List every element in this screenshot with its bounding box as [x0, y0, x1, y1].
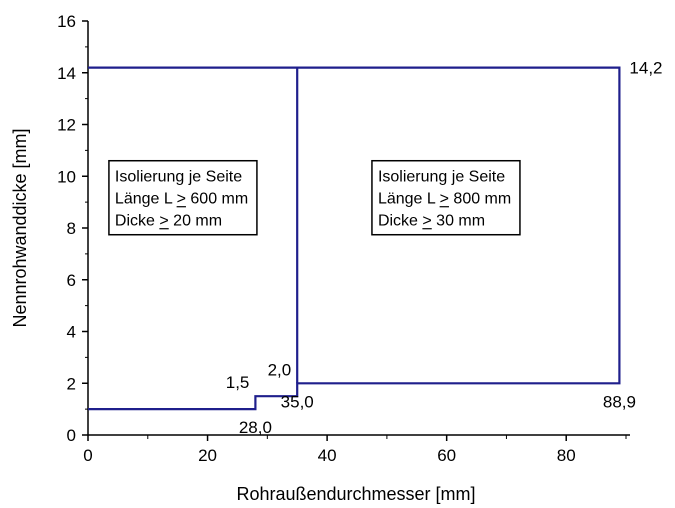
- text-box-line: Dicke > 30 mm: [378, 213, 485, 230]
- data-label: 28,0: [239, 418, 272, 437]
- text-box-1: Isolierung je Seite Länge L > 600 mm Dicke…: [108, 159, 258, 236]
- axes: 0 2 4 6 8 10 12 14 16 0 20 40 60 80: [57, 12, 630, 465]
- x-tick-label: 80: [557, 446, 576, 465]
- text-box-line: Dicke > 20 mm: [115, 213, 222, 230]
- y-tick-label: 0: [67, 426, 76, 445]
- x-axis-title: Rohraußendurchmesser [mm]: [236, 484, 475, 504]
- data-label: 14,2: [629, 59, 662, 78]
- y-tick-label: 4: [67, 323, 76, 342]
- text-box-line: Länge L > 800 mm: [378, 191, 511, 208]
- text-box-2: Isolierung je Seite Länge L > 800 mm Dicke…: [371, 159, 521, 236]
- text-box-border: [371, 159, 521, 236]
- data-label: 88,9: [603, 392, 636, 411]
- y-tick-label: 16: [57, 12, 76, 31]
- y-tick-label: 12: [57, 116, 76, 135]
- y-axis-title: Nennrohwanddicke [mm]: [10, 128, 30, 327]
- text-box-line: Isolierung je Seite: [115, 169, 242, 186]
- text-box-line: Isolierung je Seite: [378, 169, 505, 186]
- data-label: 2,0: [268, 360, 292, 379]
- x-tick-label: 40: [318, 446, 337, 465]
- y-tick-label: 10: [57, 167, 76, 186]
- x-tick-label: 20: [198, 446, 217, 465]
- y-tick-label: 8: [67, 219, 76, 238]
- y-tick-label: 6: [67, 271, 76, 290]
- annotations: 1,5 2,0 28,0 35,0 88,9 14,2: [226, 59, 663, 438]
- text-box-line: Länge L > 600 mm: [115, 191, 248, 208]
- text-boxes: Isolierung je Seite Länge L > 600 mm Dicke…: [108, 159, 521, 236]
- y-tick-label: 2: [67, 374, 76, 393]
- data-label: 1,5: [226, 373, 250, 392]
- data-label: 35,0: [281, 392, 314, 411]
- text-box-border: [108, 159, 258, 236]
- series-line-1: [88, 66, 621, 411]
- x-tick-label: 60: [437, 446, 456, 465]
- series: [88, 66, 621, 411]
- y-tick-label: 14: [57, 64, 76, 83]
- x-tick-label: 0: [83, 446, 92, 465]
